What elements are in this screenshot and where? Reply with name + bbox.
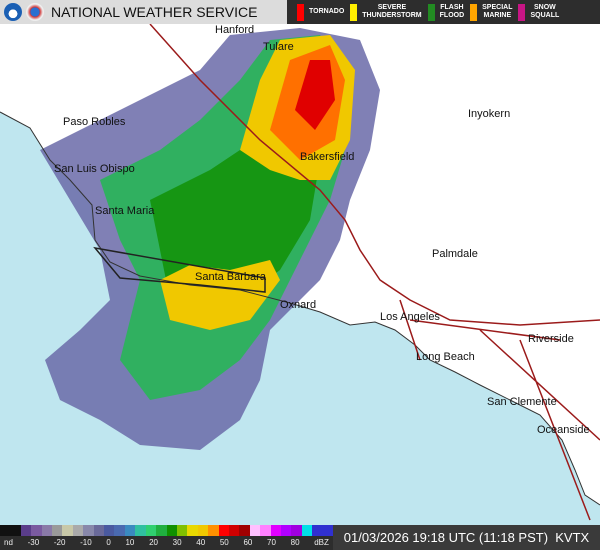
header: NATIONAL WEATHER SERVICE TORNADO SEVERE T… [0, 0, 600, 24]
scale-tick: 20 [149, 538, 158, 547]
scale-tick: -30 [27, 538, 40, 547]
city-label: Tulare [263, 41, 294, 53]
color-bar-segment [52, 525, 63, 536]
warning-label: SNOW SQUALL [530, 4, 560, 19]
warning-swatch [297, 3, 304, 21]
warning-legend-item: SEVERE THUNDERSTORM [350, 3, 422, 21]
nws-branding: NATIONAL WEATHER SERVICE [0, 0, 287, 24]
city-label: Oceanside [537, 424, 590, 436]
city-label: Santa Barbara [195, 271, 267, 283]
color-bar-segment [156, 525, 167, 536]
radar-echoes [40, 28, 380, 450]
color-bar-segment [62, 525, 73, 536]
color-bar-segment [208, 525, 219, 536]
city-label: San Clemente [487, 396, 557, 408]
color-bar-segment [145, 525, 157, 536]
warning-label: FLASH FLOOD [439, 4, 465, 19]
coastline [0, 111, 600, 506]
warning-swatch [518, 3, 526, 21]
color-bar-segment [41, 525, 53, 536]
city-label: Los Angeles [380, 311, 440, 323]
scale-tick: 80 [290, 538, 300, 547]
city-label: Paso Robles [63, 116, 126, 128]
scale-tick: 30 [172, 538, 182, 547]
warning-legend-item: TORNADO [297, 3, 345, 21]
warning-swatch [427, 3, 435, 21]
station-id: KVTX [555, 530, 590, 545]
city-label: San Luis Obispo [54, 163, 135, 175]
color-bar-segment [249, 525, 261, 536]
color-bar-segment [301, 525, 313, 536]
scale-tick: nd [4, 538, 13, 547]
warning-legend-item: SPECIAL MARINE [470, 3, 513, 21]
city-labels: Hanford Tulare Paso Robles Inyokern Bakersfi… [54, 24, 590, 436]
city-label: Bakersfield [300, 151, 354, 163]
color-bar-segment [10, 525, 21, 536]
color-bar [0, 525, 333, 536]
color-bar-segment [176, 525, 188, 536]
timestamp-station: 01/03/2026 19:18 UTC (11:18 PST) KVTX [333, 525, 600, 550]
color-bar-segment [228, 525, 240, 536]
color-bar-segment [218, 525, 229, 536]
timestamp: 01/03/2026 19:18 UTC (11:18 PST) [343, 530, 549, 545]
color-bar-segment [104, 525, 115, 536]
color-bar-segment [280, 525, 292, 536]
color-bar-segment [187, 525, 198, 536]
warning-label: SPECIAL MARINE [482, 4, 513, 19]
color-bar-segment [239, 525, 250, 536]
city-label: Long Beach [416, 351, 475, 363]
city-label: Santa Maria [95, 205, 155, 217]
color-bar-segment [114, 525, 125, 536]
city-label: Hanford [215, 24, 254, 36]
warning-swatch [350, 3, 358, 21]
color-bar-segment [135, 525, 146, 536]
color-bar-segment [20, 525, 32, 536]
color-bar-segment [197, 525, 209, 536]
city-label: Inyokern [468, 108, 510, 120]
warning-label: TORNADO [309, 8, 345, 15]
radar-map[interactable]: Hanford Tulare Paso Robles Inyokern Bakersfi… [0, 24, 600, 525]
warning-polygon [93, 246, 266, 293]
color-bar-segment [166, 525, 177, 536]
noaa-logo-icon [4, 3, 22, 21]
color-bar-segment [312, 525, 323, 536]
city-label: Oxnard [280, 299, 316, 311]
scale-tick: 40 [196, 538, 206, 547]
scale-tick: 50 [219, 538, 229, 547]
footer: nd -30 -20 -10 0 10 20 30 40 50 60 70 80 dBZ 01/03/20… [0, 525, 600, 550]
warning-legend: TORNADO SEVERE THUNDERSTORM FLASH FLOOD SPE… [287, 0, 600, 24]
city-label: Palmdale [432, 248, 478, 260]
color-bar-segment [322, 525, 333, 536]
scale-tick: 0 [106, 538, 111, 547]
scale-tick: -20 [53, 538, 66, 547]
color-bar-segment [83, 525, 94, 536]
warning-legend-item: FLASH FLOOD [427, 3, 465, 21]
scale-tick: 70 [267, 538, 276, 547]
site-title: NATIONAL WEATHER SERVICE [51, 4, 258, 20]
warning-label: SEVERE THUNDERSTORM [362, 4, 422, 19]
city-label: Riverside [528, 333, 574, 345]
color-bar-segment [72, 525, 84, 536]
interstate-highway [149, 24, 600, 521]
color-bar-segment [0, 525, 11, 536]
scale-tick: dBZ [314, 538, 329, 547]
color-bar-segment [291, 525, 302, 536]
scale-ticks: nd -30 -20 -10 0 10 20 30 40 50 60 70 80 dBZ [0, 536, 333, 547]
warning-legend-item: SNOW SQUALL [518, 3, 560, 21]
color-bar-segment [260, 525, 271, 536]
nws-logo-icon [26, 3, 44, 21]
color-bar-segment [270, 525, 281, 536]
dbz-color-scale: nd -30 -20 -10 0 10 20 30 40 50 60 70 80 dBZ [0, 525, 333, 550]
color-bar-segment [124, 525, 136, 536]
scale-tick: -10 [80, 538, 92, 547]
color-bar-segment [31, 525, 42, 536]
scale-tick: 10 [125, 538, 135, 547]
scale-tick: 60 [243, 538, 253, 547]
color-bar-segment [93, 525, 105, 536]
warning-swatch [470, 3, 478, 21]
